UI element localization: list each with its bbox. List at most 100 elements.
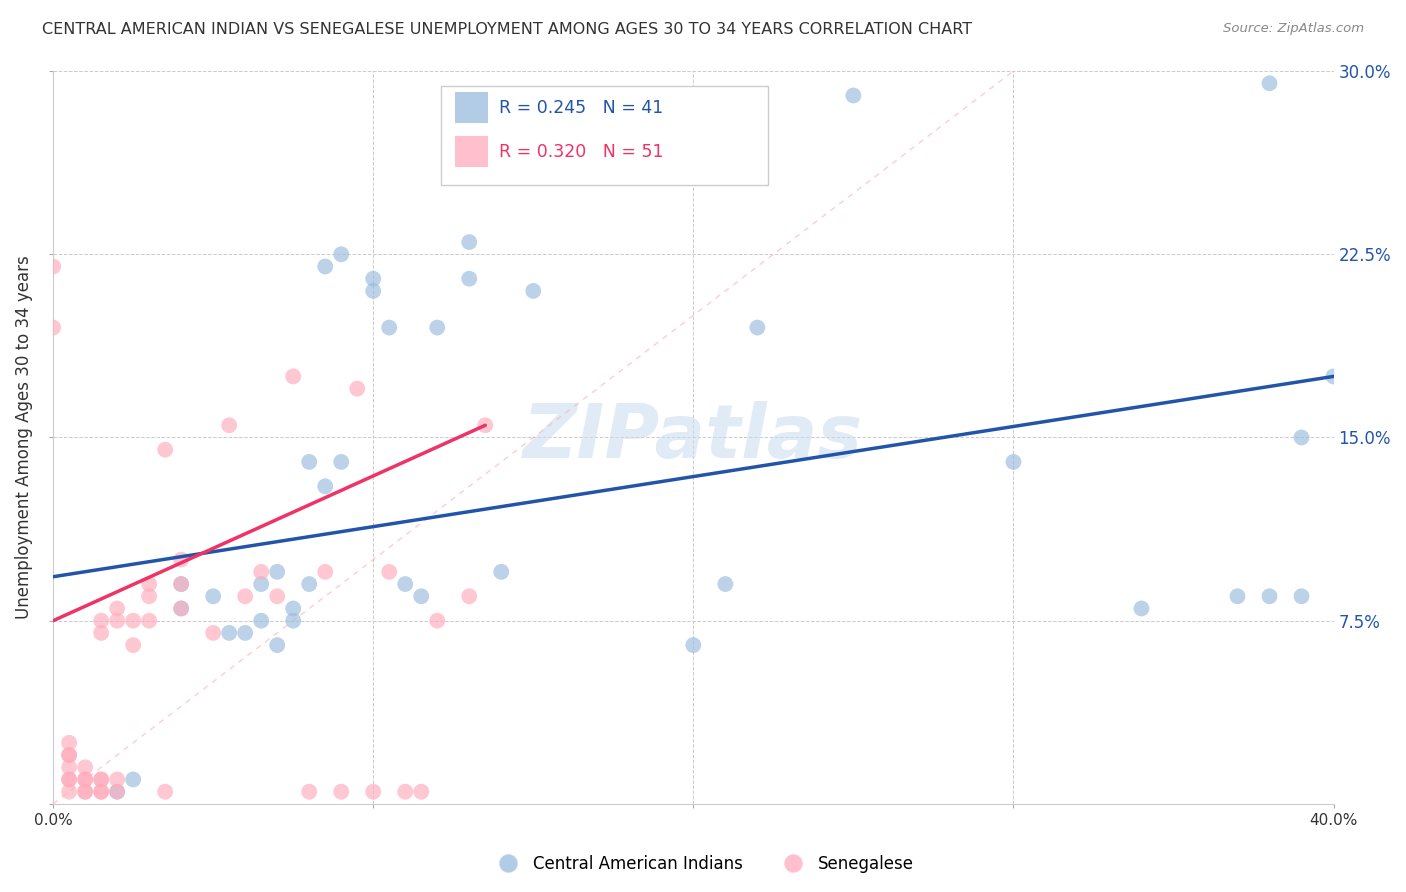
Point bbox=[170, 601, 193, 615]
Point bbox=[361, 284, 384, 298]
Point bbox=[714, 577, 737, 591]
FancyBboxPatch shape bbox=[441, 86, 768, 185]
Point bbox=[233, 589, 256, 603]
Point bbox=[1258, 589, 1281, 603]
Point bbox=[378, 565, 401, 579]
Point bbox=[250, 565, 273, 579]
Point bbox=[105, 785, 128, 799]
Point bbox=[378, 320, 401, 334]
Point bbox=[138, 614, 160, 628]
Point bbox=[250, 614, 273, 628]
Point bbox=[58, 747, 80, 762]
Point bbox=[233, 626, 256, 640]
Point bbox=[122, 638, 145, 652]
Point bbox=[138, 589, 160, 603]
Point bbox=[1291, 430, 1313, 444]
Point bbox=[298, 455, 321, 469]
Text: Source: ZipAtlas.com: Source: ZipAtlas.com bbox=[1223, 22, 1364, 36]
Point bbox=[58, 736, 80, 750]
Point bbox=[170, 577, 193, 591]
Point bbox=[202, 626, 225, 640]
Point bbox=[105, 614, 128, 628]
Point bbox=[58, 747, 80, 762]
Point bbox=[266, 565, 288, 579]
Text: CENTRAL AMERICAN INDIAN VS SENEGALESE UNEMPLOYMENT AMONG AGES 30 TO 34 YEARS COR: CENTRAL AMERICAN INDIAN VS SENEGALESE UN… bbox=[42, 22, 973, 37]
Point bbox=[361, 785, 384, 799]
Point bbox=[1226, 589, 1249, 603]
Point bbox=[250, 577, 273, 591]
Point bbox=[283, 601, 305, 615]
Point bbox=[842, 88, 865, 103]
Point bbox=[42, 260, 65, 274]
FancyBboxPatch shape bbox=[456, 92, 488, 123]
Point bbox=[90, 772, 112, 787]
Point bbox=[218, 626, 240, 640]
Point bbox=[105, 601, 128, 615]
Point bbox=[394, 785, 416, 799]
Point bbox=[330, 247, 353, 261]
Point bbox=[330, 455, 353, 469]
Point bbox=[283, 369, 305, 384]
Point bbox=[218, 418, 240, 433]
Point bbox=[202, 589, 225, 603]
Point bbox=[314, 565, 336, 579]
Point bbox=[90, 614, 112, 628]
Point bbox=[122, 614, 145, 628]
Point bbox=[747, 320, 769, 334]
Point bbox=[266, 638, 288, 652]
Text: R = 0.245   N = 41: R = 0.245 N = 41 bbox=[499, 99, 664, 117]
Point bbox=[153, 442, 176, 457]
Point bbox=[122, 772, 145, 787]
Point bbox=[426, 614, 449, 628]
Point bbox=[330, 785, 353, 799]
Point bbox=[283, 614, 305, 628]
Point bbox=[138, 577, 160, 591]
Point bbox=[75, 785, 97, 799]
Point bbox=[1130, 601, 1153, 615]
Point bbox=[58, 772, 80, 787]
Point bbox=[105, 772, 128, 787]
Point bbox=[58, 785, 80, 799]
Point bbox=[458, 271, 481, 285]
Point bbox=[522, 284, 544, 298]
Point bbox=[105, 785, 128, 799]
Point bbox=[394, 577, 416, 591]
Point bbox=[426, 320, 449, 334]
Point bbox=[90, 785, 112, 799]
Point bbox=[458, 589, 481, 603]
FancyBboxPatch shape bbox=[456, 136, 488, 167]
Point bbox=[58, 760, 80, 774]
Point bbox=[90, 626, 112, 640]
Point bbox=[411, 589, 433, 603]
Text: R = 0.320   N = 51: R = 0.320 N = 51 bbox=[499, 143, 664, 161]
Point bbox=[458, 235, 481, 249]
Point bbox=[491, 565, 513, 579]
Text: ZIPatlas: ZIPatlas bbox=[523, 401, 863, 474]
Point bbox=[75, 772, 97, 787]
Y-axis label: Unemployment Among Ages 30 to 34 years: Unemployment Among Ages 30 to 34 years bbox=[15, 256, 32, 619]
Point bbox=[170, 577, 193, 591]
Point bbox=[170, 601, 193, 615]
Point bbox=[170, 552, 193, 566]
Point bbox=[314, 479, 336, 493]
Point bbox=[346, 382, 368, 396]
Point bbox=[90, 785, 112, 799]
Point bbox=[42, 320, 65, 334]
Point bbox=[474, 418, 496, 433]
Legend: Central American Indians, Senegalese: Central American Indians, Senegalese bbox=[485, 848, 921, 880]
Point bbox=[266, 589, 288, 603]
Point bbox=[314, 260, 336, 274]
Point bbox=[1291, 589, 1313, 603]
Point bbox=[298, 785, 321, 799]
Point bbox=[1002, 455, 1025, 469]
Point bbox=[153, 785, 176, 799]
Point bbox=[298, 577, 321, 591]
Point bbox=[58, 772, 80, 787]
Point bbox=[1322, 369, 1344, 384]
Point bbox=[361, 271, 384, 285]
Point bbox=[75, 785, 97, 799]
Point bbox=[682, 638, 704, 652]
Point bbox=[1258, 76, 1281, 90]
Point bbox=[75, 760, 97, 774]
Point bbox=[75, 772, 97, 787]
